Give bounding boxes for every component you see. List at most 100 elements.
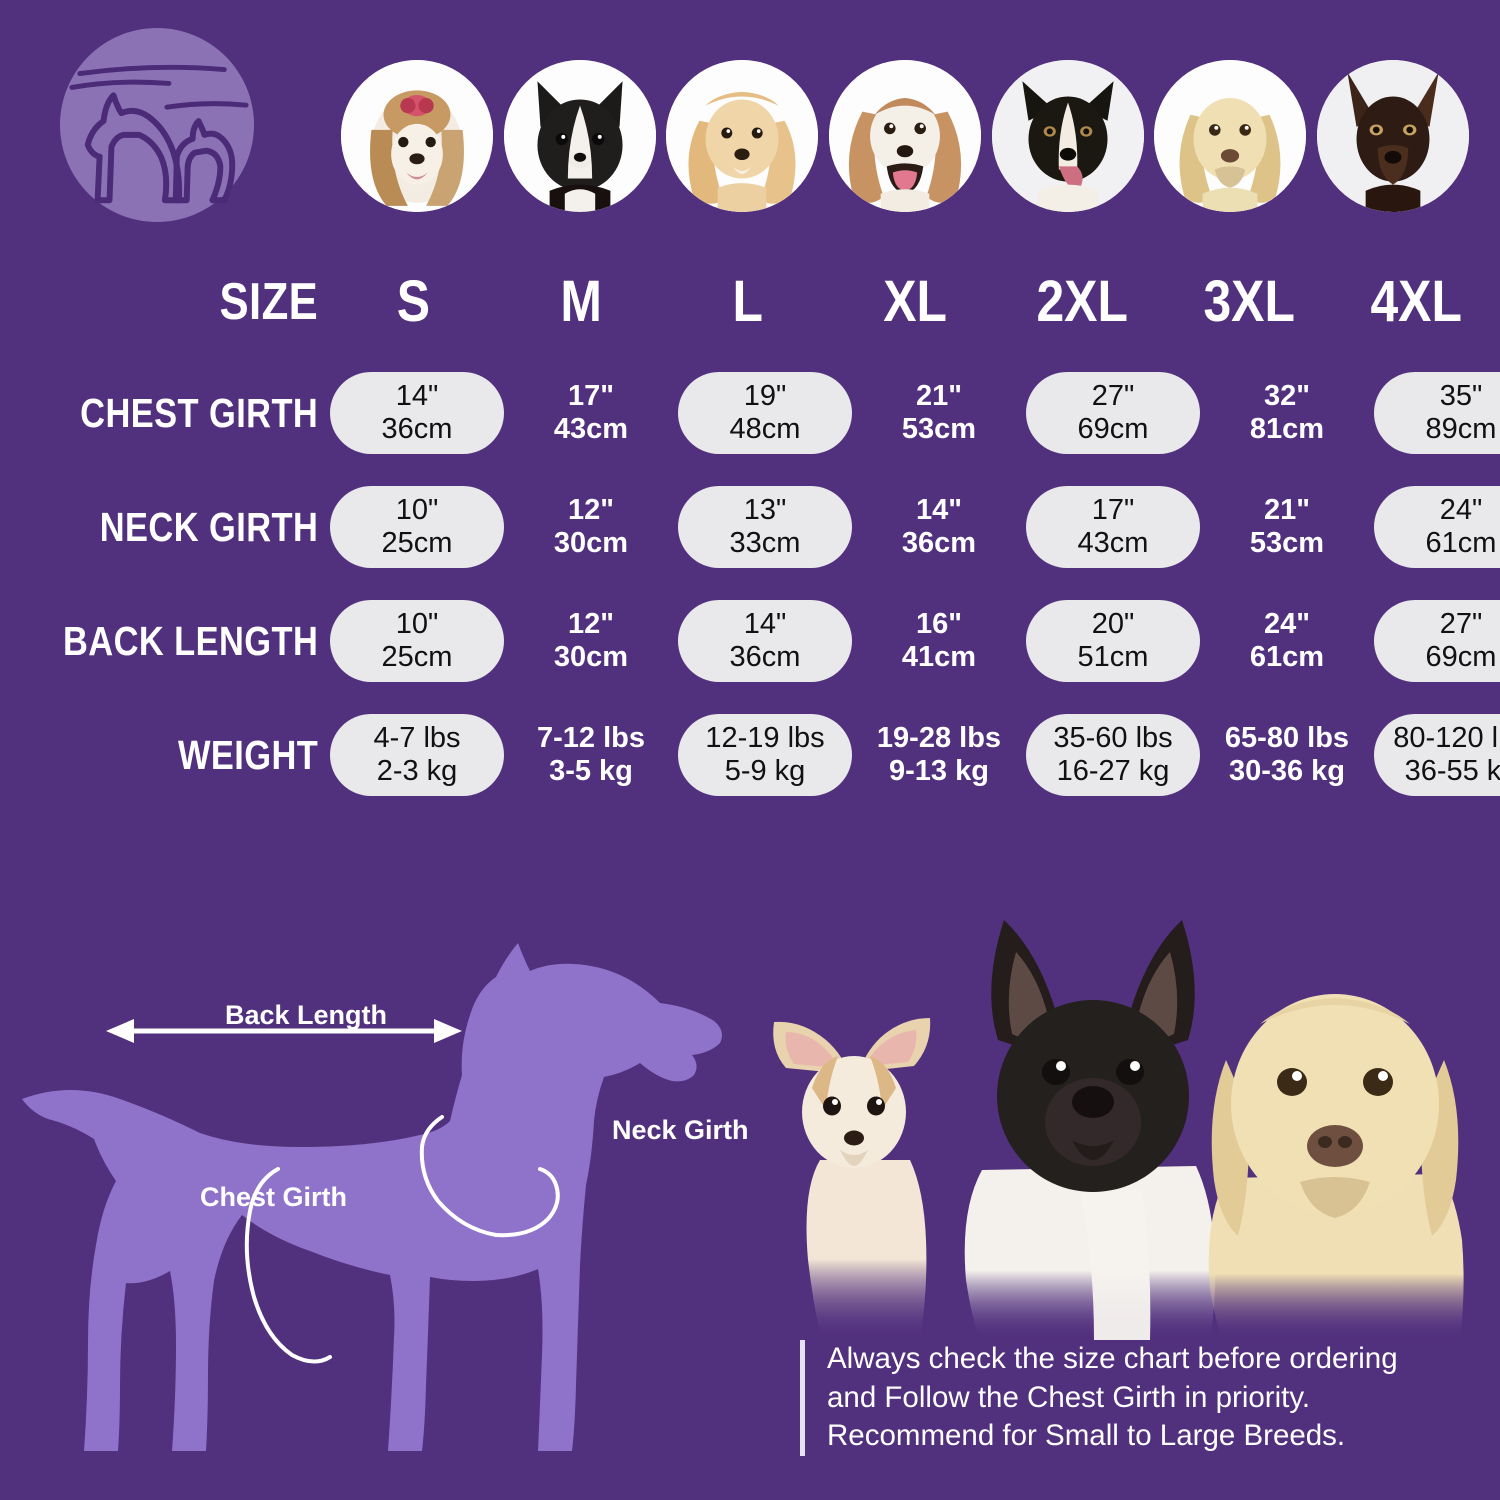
value-pill: 35" 89cm (1374, 372, 1500, 454)
measure-cell: 16" 41cm (852, 584, 1026, 698)
value-imperial: 27" (1091, 379, 1135, 412)
value-plain: 16" 41cm (852, 608, 1026, 674)
footnote: Always check the size chart before order… (800, 1340, 1480, 1456)
breed-circle-labrador-retriever (1154, 60, 1307, 212)
value-plain: 12" 30cm (504, 494, 678, 560)
value-metric: 30cm (553, 641, 629, 673)
value-imperial: 14" (915, 493, 962, 526)
breed-circle-beagle (828, 60, 981, 212)
footnote-line-1: Always check the size chart before order… (827, 1342, 1398, 1375)
measure-cell: 27" 69cm (1026, 356, 1200, 470)
measure-cell: 7-12 lbs 3-5 kg (504, 698, 678, 812)
measure-cell: 19" 48cm (678, 356, 852, 470)
value-imperial: 35" (1439, 379, 1483, 412)
value-imperial: 14" (395, 379, 439, 412)
breed-circle-shih-tzu (341, 60, 493, 212)
value-metric: 33cm (729, 527, 801, 559)
table-row: CHEST GIRTH 14" 36cm 17" 43cm 19" 48cm 21" 5… (0, 356, 1500, 470)
value-metric: 81cm (1249, 413, 1325, 445)
value-metric: 3-5 kg (549, 755, 633, 787)
value-pill: 20" 51cm (1026, 600, 1200, 682)
measure-cell: 14" 36cm (852, 470, 1026, 584)
measure-cell: 20" 51cm (1026, 584, 1200, 698)
diagram-label-chest-girth: Chest Girth (200, 1182, 348, 1212)
size-header-cell: 2XL (999, 248, 1166, 356)
measure-cell: 10" 25cm (330, 470, 504, 584)
value-pill: 27" 69cm (1374, 600, 1500, 682)
diagram-label-neck-girth: Neck Girth (612, 1115, 749, 1145)
value-imperial: 12" (567, 607, 614, 640)
size-header-cell: S (330, 248, 497, 356)
value-imperial: 80-120 lbs (1393, 721, 1500, 754)
value-metric: 61cm (1425, 527, 1497, 559)
value-metric: 25cm (381, 641, 453, 673)
value-metric: 61cm (1249, 641, 1325, 673)
measure-cell: 21" 53cm (852, 356, 1026, 470)
breed-circle-strip (341, 52, 1469, 220)
measure-cell: 13" 33cm (678, 470, 852, 584)
measure-cell: 14" 36cm (330, 356, 504, 470)
value-imperial: 17" (567, 379, 614, 412)
size-header-label: 2XL (1036, 269, 1128, 334)
value-plain: 14" 36cm (852, 494, 1026, 560)
measure-cell: 19-28 lbs 9-13 kg (852, 698, 1026, 812)
value-metric: 36cm (901, 527, 977, 559)
measure-cell: 17" 43cm (1026, 470, 1200, 584)
diagram-label-back-length: Back Length (225, 1000, 388, 1030)
value-metric: 53cm (1249, 527, 1325, 559)
table-header-row: SIZE S M L XL 2XL 3XL 4XL (0, 248, 1500, 356)
value-metric: 36cm (729, 641, 801, 673)
value-metric: 30cm (553, 527, 629, 559)
size-header-label: S (396, 269, 431, 334)
value-plain: 21" 53cm (1200, 494, 1374, 560)
measure-cell: 4-7 lbs 2-3 kg (330, 698, 504, 812)
value-imperial: 14" (743, 607, 787, 640)
value-metric: 43cm (553, 413, 629, 445)
dog-labrador-retriever (1208, 994, 1464, 1340)
value-imperial: 24" (1439, 493, 1483, 526)
value-metric: 36-55 kg (1404, 755, 1500, 787)
value-metric: 30-36 kg (1228, 755, 1346, 787)
footnote-line-3: Recommend for Small to Large Breeds. (827, 1419, 1346, 1453)
value-pill: 14" 36cm (678, 600, 852, 682)
value-imperial: 35-60 lbs (1053, 721, 1173, 754)
size-header-label: 4XL (1370, 269, 1463, 334)
table-row: BACK LENGTH 10" 25cm 12" 30cm 14" 36cm 16" 4… (0, 584, 1500, 698)
value-pill: 80-120 lbs36-55 kg (1374, 714, 1500, 796)
value-imperial: 24" (1263, 607, 1310, 640)
value-pill: 17" 43cm (1026, 486, 1200, 568)
measure-cell: 32" 81cm (1200, 356, 1374, 470)
measure-cell: 17" 43cm (504, 356, 678, 470)
dog-french-bulldog (964, 920, 1216, 1340)
measure-cell: 14" 36cm (678, 584, 852, 698)
row-label: WEIGHT (177, 731, 319, 778)
size-header-label: 3XL (1203, 269, 1296, 334)
value-imperial: 10" (395, 607, 439, 640)
value-imperial: 10" (395, 493, 439, 526)
row-label: NECK GIRTH (99, 503, 319, 550)
row-label: BACK LENGTH (62, 617, 319, 664)
size-header-cell: XL (831, 248, 998, 356)
measure-cell: 24" 61cm (1374, 470, 1500, 584)
size-header-label: XL (883, 269, 947, 334)
value-imperial: 13" (743, 493, 787, 526)
value-metric: 69cm (1077, 413, 1149, 445)
value-pill: 12-19 lbs 5-9 kg (678, 714, 852, 796)
value-imperial: 32" (1263, 379, 1310, 412)
table-corner-label: SIZE (219, 273, 319, 331)
value-metric: 25cm (381, 527, 453, 559)
footnote-line-2: and Follow the Chest Girth in priority. (827, 1380, 1311, 1414)
value-pill: 10" 25cm (330, 486, 504, 568)
dog-measurement-silhouette (10, 885, 770, 1465)
value-metric: 48cm (729, 413, 801, 445)
value-imperial: 20" (1091, 607, 1135, 640)
value-metric: 53cm (901, 413, 977, 445)
value-imperial: 4-7 lbs (373, 721, 461, 754)
value-imperial: 17" (1091, 493, 1135, 526)
value-imperial: 19" (743, 379, 787, 412)
table-row: WEIGHT 4-7 lbs 2-3 kg 7-12 lbs 3-5 kg 12-1… (0, 698, 1500, 812)
breed-circle-border-collie (991, 60, 1144, 212)
value-imperial: 21" (1263, 493, 1310, 526)
size-header-label: M (559, 269, 602, 334)
value-metric: 51cm (1077, 641, 1149, 673)
